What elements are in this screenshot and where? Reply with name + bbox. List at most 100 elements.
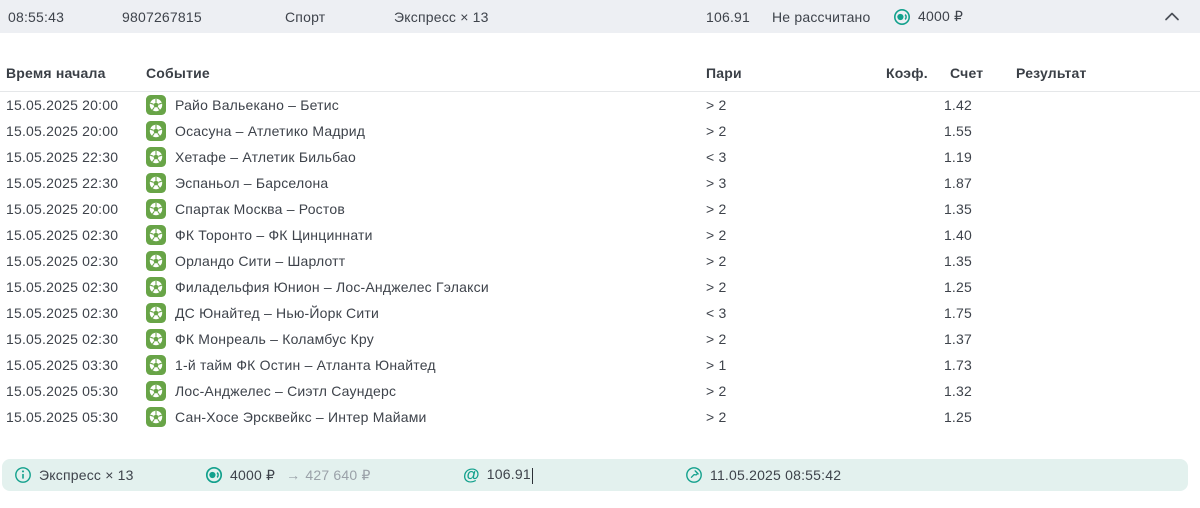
at-icon: @	[463, 465, 480, 485]
football-icon	[146, 225, 166, 245]
football-icon	[146, 95, 166, 115]
bet-section: Спорт	[285, 8, 326, 25]
table-row: 15.05.2025 05:30 Сан-Хосе Эрсквейкс –	[0, 404, 1200, 430]
footer-bet-type-label: Экспресс × 13	[39, 467, 134, 483]
football-icon	[146, 329, 166, 349]
event-name: Хетафе – Атлетик Бильбао	[175, 149, 356, 165]
bet-type: Экспресс × 13	[394, 8, 489, 25]
table-row: 15.05.2025 22:30 Эспаньол – Барселона	[0, 170, 1200, 196]
football-icon	[146, 303, 166, 323]
event-coefficient: 1.35	[943, 253, 972, 269]
event-coefficient: 1.87	[943, 175, 972, 191]
football-icon	[146, 407, 166, 427]
footer-coefficient-value: 106.91	[487, 466, 534, 484]
bet-footer-summary: Экспресс × 13 4000 ₽ → 427 640 ₽ @ 106.9…	[2, 459, 1188, 491]
event-name: Эспаньол – Барселона	[175, 175, 329, 191]
event-name: Сан-Хосе Эрсквейкс – Интер Майами	[175, 409, 427, 425]
bet-market: > 2	[706, 97, 727, 113]
coin-icon	[205, 466, 223, 484]
event-name: Спартак Москва – Ростов	[175, 201, 345, 217]
event-coefficient: 1.40	[943, 227, 972, 243]
bet-market: > 2	[706, 409, 727, 425]
football-icon	[146, 199, 166, 219]
event-start-time: 15.05.2025 20:00	[6, 123, 119, 139]
bet-market: < 3	[706, 149, 727, 165]
event-start-time: 15.05.2025 02:30	[6, 279, 119, 295]
chevron-up-icon	[1164, 12, 1180, 21]
table-row: 15.05.2025 03:30 1-й тайм ФК Остин –	[0, 352, 1200, 378]
event-name: Райо Вальекано – Бетис	[175, 97, 339, 113]
table-row: 15.05.2025 20:00 Спартак Москва – Рос	[0, 196, 1200, 222]
bet-total-coefficient: 106.91	[706, 8, 751, 25]
bet-market: > 2	[706, 279, 727, 295]
football-icon	[146, 381, 166, 401]
football-icon	[146, 173, 166, 193]
table-row: 15.05.2025 05:30 Лос-Анджелес – Сиэтл	[0, 378, 1200, 404]
football-icon	[146, 147, 166, 167]
bet-market: > 2	[706, 201, 727, 217]
event-coefficient: 1.32	[943, 383, 972, 399]
table-header-row: Время начала Событие Пари Коэф. Счет Рез…	[0, 61, 1200, 92]
table-row: 15.05.2025 22:30 Хетафе – Атлетик Бил	[0, 144, 1200, 170]
footer-stake-value: 4000 ₽	[230, 466, 276, 483]
column-header-result: Результат	[1016, 64, 1087, 81]
footer-stake-payout: 4000 ₽ → 427 640 ₽	[205, 466, 463, 484]
event-start-time: 15.05.2025 02:30	[6, 227, 119, 243]
event-name: 1-й тайм ФК Остин – Атланта Юнайтед	[175, 357, 436, 373]
info-icon[interactable]	[14, 466, 32, 484]
column-header-event: Событие	[146, 64, 210, 81]
event-coefficient: 1.35	[943, 201, 972, 217]
footer-potential-payout: 427 640 ₽	[305, 466, 371, 483]
event-name: ФК Монреаль – Коламбус Кру	[175, 331, 374, 347]
column-header-bet: Пари	[706, 64, 742, 81]
bet-stake: 4000 ₽	[893, 8, 963, 26]
bet-time: 08:55:43	[8, 8, 65, 25]
column-header-start-time: Время начала	[6, 64, 106, 81]
football-icon	[146, 251, 166, 271]
bet-events-table: Время начала Событие Пари Коэф. Счет Рез…	[0, 61, 1200, 430]
event-start-time: 15.05.2025 02:30	[6, 331, 119, 347]
event-coefficient: 1.25	[943, 409, 972, 425]
event-name: Орландо Сити – Шарлотт	[175, 253, 346, 269]
footer-placed-datetime: 11.05.2025 08:55:42	[685, 466, 841, 484]
pin-icon	[685, 466, 703, 484]
text-caret	[531, 467, 534, 484]
event-coefficient: 1.75	[943, 305, 972, 321]
event-name: Филадельфия Юнион – Лос-Анджелес Гэлакси	[175, 279, 489, 295]
bet-market: > 2	[706, 227, 727, 243]
table-row: 15.05.2025 02:30 ДС Юнайтед – Нью-Йор	[0, 300, 1200, 326]
bet-market: > 2	[706, 123, 727, 139]
event-start-time: 15.05.2025 05:30	[6, 383, 119, 399]
arrow-right-icon: →	[286, 466, 301, 483]
table-row: 15.05.2025 20:00 Райо Вальекано – Бет	[0, 92, 1200, 118]
table-row: 15.05.2025 02:30 Филадельфия Юнион –	[0, 274, 1200, 300]
bet-market: > 2	[706, 253, 727, 269]
bet-market: > 2	[706, 331, 727, 347]
football-icon	[146, 355, 166, 375]
bet-id: 9807267815	[122, 8, 202, 25]
bet-market: > 1	[706, 357, 727, 373]
football-icon	[146, 121, 166, 141]
event-name: ФК Торонто – ФК Цинциннати	[175, 227, 373, 243]
bet-stake-value: 4000 ₽	[918, 8, 964, 24]
football-icon	[146, 277, 166, 297]
event-coefficient: 1.73	[943, 357, 972, 373]
event-coefficient: 1.55	[943, 123, 972, 139]
event-start-time: 15.05.2025 22:30	[6, 175, 119, 191]
bet-summary-bar[interactable]: 08:55:43 9807267815 Спорт Экспресс × 13 …	[0, 0, 1200, 33]
event-name: Лос-Анджелес – Сиэтл Саундерс	[175, 383, 397, 399]
collapse-toggle[interactable]	[1164, 12, 1200, 21]
bet-market: > 3	[706, 175, 727, 191]
event-start-time: 15.05.2025 02:30	[6, 253, 119, 269]
footer-bet-type: Экспресс × 13	[14, 466, 205, 484]
table-body: 15.05.2025 20:00 Райо Вальекано – Бет	[0, 92, 1200, 430]
table-row: 15.05.2025 02:30 ФК Торонто – ФК Цинц	[0, 222, 1200, 248]
event-coefficient: 1.19	[943, 149, 972, 165]
event-start-time: 15.05.2025 05:30	[6, 409, 119, 425]
event-start-time: 15.05.2025 20:00	[6, 201, 119, 217]
event-name: ДС Юнайтед – Нью-Йорк Сити	[175, 305, 380, 321]
coin-icon	[893, 8, 911, 26]
event-start-time: 15.05.2025 03:30	[6, 357, 119, 373]
column-header-coefficient: Коэф.	[886, 64, 928, 81]
event-coefficient: 1.37	[943, 331, 972, 347]
